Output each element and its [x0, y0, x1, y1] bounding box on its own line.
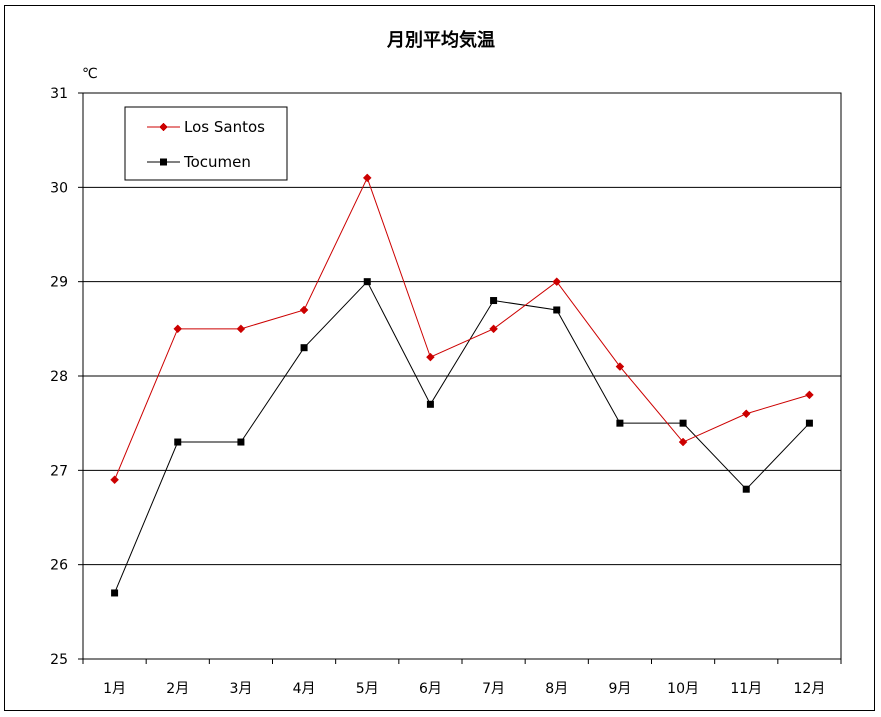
data-point	[300, 344, 308, 352]
x-tick-label: 2月	[166, 681, 189, 697]
legend-label: Tocumen	[183, 153, 251, 171]
data-point	[742, 485, 750, 493]
chart-title: 月別平均気温	[386, 29, 495, 51]
y-tick-label: 27	[50, 463, 68, 479]
data-point	[173, 324, 183, 334]
data-point	[678, 437, 688, 447]
legend-box	[124, 106, 288, 181]
data-point	[363, 278, 371, 286]
x-tick-label: 7月	[482, 681, 505, 697]
series-line	[114, 280, 810, 594]
y-tick-label: 26	[50, 558, 68, 574]
x-tick-label: 8月	[545, 681, 568, 697]
data-point	[236, 324, 246, 334]
x-tick-label: 4月	[293, 681, 316, 697]
data-point	[237, 438, 245, 446]
y-tick-label: 30	[50, 180, 68, 196]
x-tick-label: 1月	[103, 681, 126, 697]
series-tocumen	[111, 278, 813, 597]
data-point	[805, 390, 814, 400]
y-tick-label: 25	[50, 652, 68, 668]
data-point	[805, 419, 813, 427]
x-tick-label: 9月	[608, 681, 631, 697]
x-tick-label: 10月	[667, 681, 699, 697]
data-point	[160, 158, 167, 166]
x-tick-label: 6月	[419, 681, 442, 697]
data-point	[741, 409, 751, 419]
x-tick-label: 5月	[356, 681, 379, 697]
data-point	[489, 324, 498, 334]
data-point	[553, 306, 561, 314]
legend-item: Tocumen	[147, 153, 251, 171]
data-point	[362, 173, 372, 183]
y-axis-unit: ℃	[82, 66, 98, 82]
data-point	[679, 419, 687, 427]
legend: Los Santos Tocumen	[124, 106, 288, 181]
data-point	[426, 352, 435, 362]
y-axis: 25 26 27 28 29 30 31	[50, 86, 83, 668]
data-point	[616, 419, 624, 427]
data-point	[426, 400, 434, 408]
data-point	[490, 297, 498, 305]
data-point	[552, 277, 562, 287]
data-point	[159, 122, 168, 132]
y-tick-label: 28	[50, 369, 68, 385]
series-line	[114, 176, 810, 480]
gridlines	[83, 186, 841, 566]
data-point	[615, 362, 625, 371]
series-group	[110, 173, 814, 597]
y-tick-label: 29	[50, 275, 68, 291]
y-tick-label: 31	[50, 86, 68, 102]
x-axis: 1月 2月 3月 4月 5月 6月 7月 8月 9月 10月 11月 12月	[82, 659, 842, 697]
data-point	[174, 438, 182, 446]
legend-label: Los Santos	[184, 118, 265, 136]
x-tick-label: 12月	[794, 681, 826, 697]
x-tick-label: 3月	[229, 681, 252, 697]
legend-item: Los Santos	[147, 118, 265, 136]
data-point	[110, 475, 119, 485]
series-los-santos	[110, 173, 814, 485]
data-point	[111, 589, 119, 597]
x-tick-label: 11月	[730, 681, 762, 697]
data-point	[299, 305, 309, 315]
